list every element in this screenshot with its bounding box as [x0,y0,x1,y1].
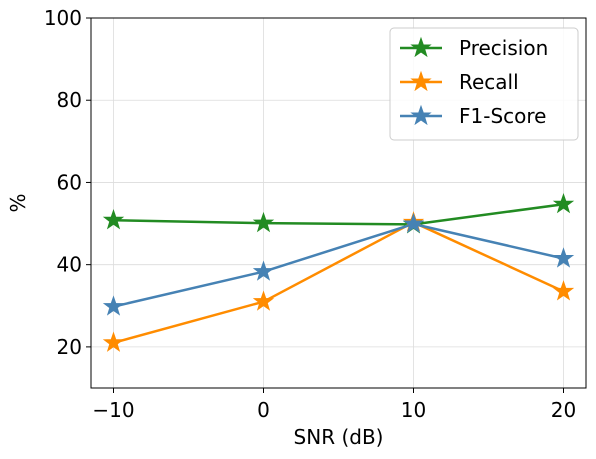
series-line-precision [113,202,564,226]
legend-marker-f1-score [410,104,432,126]
legend-marker-precision [410,36,432,58]
series-precision [102,193,575,234]
data-point-f1-score [402,212,425,234]
series-f1-score [102,212,575,316]
series-line-f1-score [113,222,564,308]
data-point-f1-score [102,295,125,316]
legend-label-f1-score: F1-Score [459,104,546,128]
x-tick-label: −10 [92,398,134,422]
legend-label-recall: Recall [459,70,519,94]
series-group [102,193,575,352]
x-tick-label: 0 [257,398,270,422]
series-recall [102,211,575,352]
data-point-f1-score [552,247,575,268]
y-tick-label: 60 [57,170,82,194]
series-line-recall [113,221,565,344]
y-tick-label: 20 [57,335,82,359]
y-tick-label: 80 [57,88,82,112]
y-tick-label: 100 [44,6,82,30]
legend-box [389,27,579,141]
data-point-recall [102,331,125,352]
x-tick-label: 10 [401,398,426,422]
x-tick-label: 20 [551,398,576,422]
legend-marker-recall [410,70,432,92]
data-point-f1-score [252,260,275,281]
plot-area [90,17,587,389]
x-axis-label: SNR (dB) [294,425,384,449]
y-axis-label: % [6,193,30,212]
legend-label-precision: Precision [459,36,548,60]
data-point-precision [102,209,125,230]
data-point-recall [552,280,575,301]
data-point-precision [552,193,575,214]
axis-ticks: −10 0 10 20 20 40 60 80 100 [44,6,576,422]
data-point-recall [252,290,275,311]
data-point-precision [252,211,275,233]
legend: Precision Recall F1-Score [389,27,579,141]
y-tick-label: 40 [57,253,82,277]
